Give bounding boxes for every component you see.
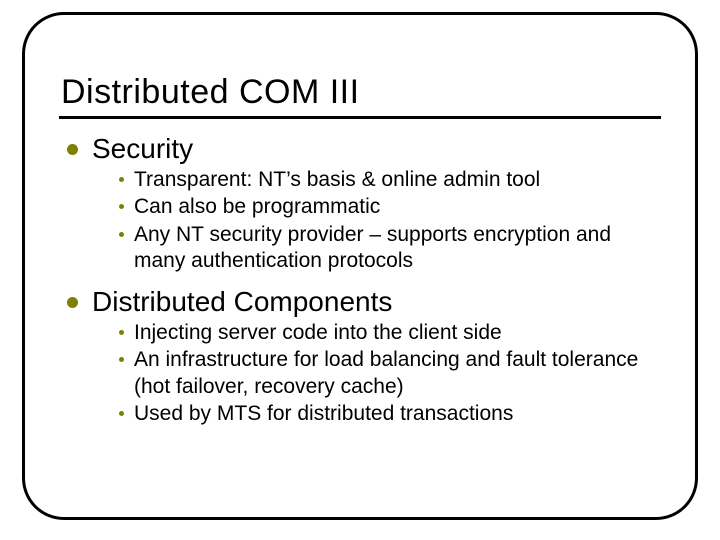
list-item-text: Injecting server code into the client si…	[134, 320, 502, 346]
list-item: Any NT security provider – supports encr…	[119, 222, 661, 275]
section-heading: Distributed Components	[92, 286, 392, 318]
bullet-icon	[67, 297, 78, 308]
slide: Distributed COM III Security Transparent…	[0, 0, 720, 540]
sub-bullet-icon	[119, 204, 124, 209]
slide-title: Distributed COM III	[61, 73, 661, 112]
sub-list: Injecting server code into the client si…	[119, 320, 661, 427]
sub-bullet-icon	[119, 357, 124, 362]
list-item: An infrastructure for load balancing and…	[119, 347, 661, 400]
list-item: Can also be programmatic	[119, 194, 661, 220]
sub-bullet-icon	[119, 411, 124, 416]
section-heading-row: Security	[67, 133, 661, 165]
bullet-icon	[67, 144, 78, 155]
sub-bullet-icon	[119, 330, 124, 335]
list-item: Transparent: NT’s basis & online admin t…	[119, 167, 661, 193]
section-heading: Security	[92, 133, 193, 165]
list-item-text: Used by MTS for distributed transactions	[134, 401, 513, 427]
slide-frame: Distributed COM III Security Transparent…	[22, 12, 698, 520]
list-item: Used by MTS for distributed transactions	[119, 401, 661, 427]
list-item: Injecting server code into the client si…	[119, 320, 661, 346]
title-underline	[59, 116, 661, 119]
sub-list: Transparent: NT’s basis & online admin t…	[119, 167, 661, 274]
section-distributed-components: Distributed Components Injecting server …	[67, 286, 661, 427]
list-item-text: Can also be programmatic	[134, 194, 380, 220]
list-item-text: An infrastructure for load balancing and…	[134, 347, 661, 400]
section-heading-row: Distributed Components	[67, 286, 661, 318]
list-item-text: Any NT security provider – supports encr…	[134, 222, 661, 275]
sub-bullet-icon	[119, 177, 124, 182]
section-security: Security Transparent: NT’s basis & onlin…	[67, 133, 661, 274]
sub-bullet-icon	[119, 232, 124, 237]
list-item-text: Transparent: NT’s basis & online admin t…	[134, 167, 540, 193]
